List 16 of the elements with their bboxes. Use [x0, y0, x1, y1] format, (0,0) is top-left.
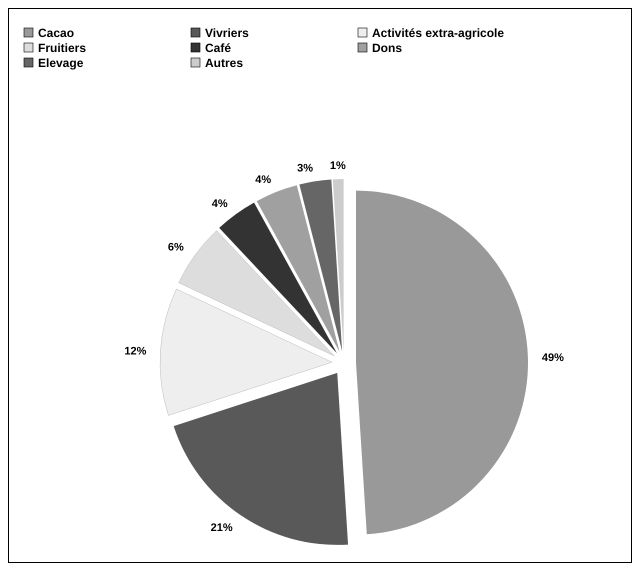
legend-label: Autres: [205, 56, 244, 70]
legend-label: Fruitiers: [38, 41, 86, 55]
data-label: 4%: [212, 198, 228, 210]
data-label: 3%: [297, 162, 314, 174]
legend-label: Elevage: [38, 56, 84, 70]
data-label: 12%: [124, 346, 147, 358]
legend-label: Vivriers: [205, 26, 250, 40]
data-label: 1%: [330, 160, 346, 172]
data-label: 6%: [168, 242, 184, 254]
data-label: 49%: [542, 352, 564, 364]
data-label: 21%: [210, 522, 233, 534]
legend-label: Activités extra-agricole: [372, 26, 504, 40]
data-label: 4%: [255, 174, 272, 186]
legend-label: Cacao: [38, 26, 74, 40]
legend-label: Dons: [372, 41, 402, 55]
legend-label: Café: [205, 41, 232, 55]
